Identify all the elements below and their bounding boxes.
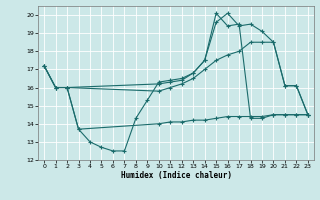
X-axis label: Humidex (Indice chaleur): Humidex (Indice chaleur) xyxy=(121,171,231,180)
